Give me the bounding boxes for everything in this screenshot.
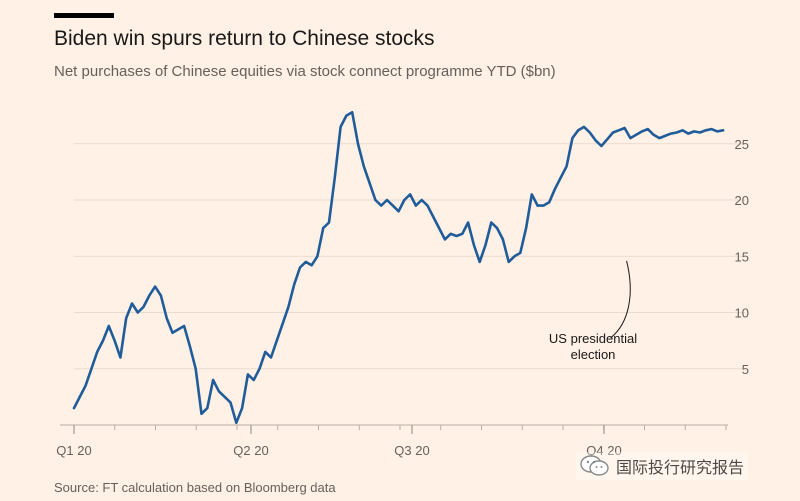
annotation-label-line2: election bbox=[571, 347, 616, 362]
gridlines bbox=[74, 143, 745, 370]
source-note: Source: FT calculation based on Bloomber… bbox=[54, 480, 336, 495]
x-tick-label-q4-20: Q4 20 bbox=[586, 443, 621, 458]
x-tick-label-q3-20: Q3 20 bbox=[394, 443, 429, 458]
wechat-icon bbox=[580, 455, 609, 476]
x-tick-label-q2-20: Q2 20 bbox=[233, 443, 268, 458]
x-axis: Q1 20 Q2 20 Q3 20 Q4 20 bbox=[56, 424, 728, 458]
y-axis: 5 10 15 20 25 bbox=[735, 137, 749, 377]
y-tick-label-5: 5 bbox=[742, 362, 749, 377]
y-tick-label-20: 20 bbox=[735, 193, 749, 208]
chart-subtitle: Net purchases of Chinese equities via st… bbox=[54, 63, 556, 80]
series-line-0 bbox=[72, 111, 725, 425]
annotation-label-line1: US presidential bbox=[549, 331, 637, 346]
series-group bbox=[72, 111, 725, 425]
watermark-text: 国际投行研究报告 bbox=[616, 458, 745, 477]
annotation-leader-line bbox=[610, 260, 631, 339]
y-tick-label-25: 25 bbox=[735, 137, 749, 152]
y-tick-label-10: 10 bbox=[735, 306, 749, 321]
chart-title: Biden win spurs return to Chinese stocks bbox=[54, 27, 435, 50]
y-tick-label-15: 15 bbox=[735, 249, 749, 264]
watermark: 国际投行研究报告 bbox=[576, 452, 749, 480]
election-annotation: US presidential election bbox=[549, 260, 637, 362]
top-accent-bar bbox=[54, 13, 114, 18]
x-tick-label-q1-20: Q1 20 bbox=[56, 443, 91, 458]
